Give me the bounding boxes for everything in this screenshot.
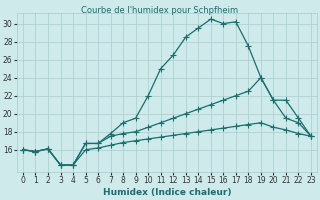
Text: Courbe de l'humidex pour Schpfheim: Courbe de l'humidex pour Schpfheim	[81, 6, 239, 15]
X-axis label: Humidex (Indice chaleur): Humidex (Indice chaleur)	[103, 188, 231, 197]
